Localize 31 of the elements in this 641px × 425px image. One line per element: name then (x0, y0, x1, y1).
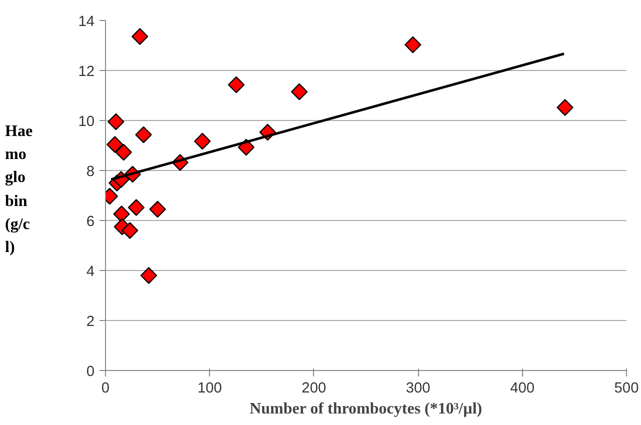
point (556, 99, 574, 116)
point (108, 113, 124, 130)
y-axis-title: Hae mo glo bin (g/c l) (5, 122, 33, 258)
y-tick-label: 8 (86, 164, 95, 180)
y-tick-label: 12 (78, 64, 95, 80)
point (113, 206, 130, 222)
x-tick-label: 400 (510, 380, 535, 396)
x-tick-label: 500 (614, 380, 639, 396)
y-tick-label: 0 (86, 364, 95, 380)
x-axis-title: Number of thrombocytes (*10³/µl) (250, 400, 482, 418)
x-tick-label: 0 (101, 380, 110, 396)
y-tick-label: 2 (86, 314, 95, 330)
point (106, 136, 124, 153)
y-tick-label: 6 (86, 214, 95, 230)
point (290, 83, 308, 100)
point (135, 126, 152, 144)
point (128, 199, 145, 216)
point (228, 76, 245, 94)
y-tick-label: 4 (86, 264, 95, 280)
point (194, 132, 211, 150)
x-tick-label: 300 (406, 380, 430, 396)
y-tick-label: 14 (78, 14, 95, 30)
x-tick-label: 200 (302, 380, 326, 396)
point (132, 28, 148, 45)
point (122, 222, 138, 239)
point (140, 267, 158, 284)
point (115, 144, 132, 161)
x-tick-label: 100 (197, 380, 222, 396)
point (149, 200, 166, 218)
y-tick-label: 10 (78, 114, 95, 130)
point (404, 36, 422, 54)
